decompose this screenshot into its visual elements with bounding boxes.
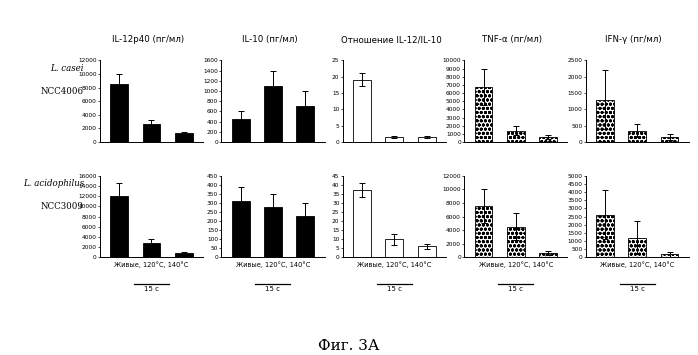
Text: L. acidophilus: L. acidophilus [22, 179, 84, 188]
Bar [175, 253, 193, 257]
Text: IL-10 (пг/мл): IL-10 (пг/мл) [242, 36, 297, 44]
Text: NCC3009: NCC3009 [41, 202, 84, 211]
Bar [110, 196, 128, 257]
Text: 15 с: 15 с [265, 286, 281, 292]
Bar [596, 215, 614, 257]
Text: Живые, 120°C, 140°C: Живые, 120°C, 140°C [236, 262, 310, 268]
Bar [142, 124, 161, 142]
Bar [353, 190, 371, 257]
Bar [475, 206, 492, 257]
Bar [142, 243, 161, 257]
Text: Живые, 120°C, 140°C: Живые, 120°C, 140°C [600, 262, 674, 268]
Text: IFN-γ (пг/мл): IFN-γ (пг/мл) [605, 36, 662, 44]
Bar [540, 253, 557, 257]
Text: Отношение IL-12/IL-10: Отношение IL-12/IL-10 [341, 36, 441, 44]
Bar [110, 84, 128, 142]
Text: 15 с: 15 с [508, 286, 524, 292]
Bar [507, 227, 525, 257]
Bar [385, 239, 403, 257]
Bar [661, 137, 678, 142]
Text: Живые, 120°C, 140°C: Живые, 120°C, 140°C [114, 262, 188, 268]
Text: Живые, 120°C, 140°C: Живые, 120°C, 140°C [479, 262, 553, 268]
Text: L. casei: L. casei [50, 64, 84, 73]
Bar [232, 201, 249, 257]
Text: NCC4006: NCC4006 [40, 87, 84, 96]
Text: Живые, 120°C, 140°C: Живые, 120°C, 140°C [357, 262, 431, 268]
Bar [232, 119, 249, 142]
Bar [353, 80, 371, 142]
Text: 15 с: 15 с [144, 286, 159, 292]
Bar [475, 87, 492, 142]
Text: Фиг. 3А: Фиг. 3А [318, 339, 380, 353]
Text: 15 с: 15 с [387, 286, 402, 292]
Bar [264, 207, 282, 257]
Text: IL-12p40 (пг/мл): IL-12p40 (пг/мл) [112, 36, 184, 44]
Bar [540, 137, 557, 142]
Bar [628, 131, 646, 142]
Text: 15 с: 15 с [630, 286, 645, 292]
Bar [596, 99, 614, 142]
Bar [297, 106, 314, 142]
Bar [297, 215, 314, 257]
Bar [418, 246, 436, 257]
Bar [661, 254, 678, 257]
Text: TNF-α (пг/мл): TNF-α (пг/мл) [482, 36, 542, 44]
Bar [628, 238, 646, 257]
Bar [385, 137, 403, 142]
Bar [264, 86, 282, 142]
Bar [418, 137, 436, 142]
Bar [175, 133, 193, 142]
Bar [507, 131, 525, 142]
